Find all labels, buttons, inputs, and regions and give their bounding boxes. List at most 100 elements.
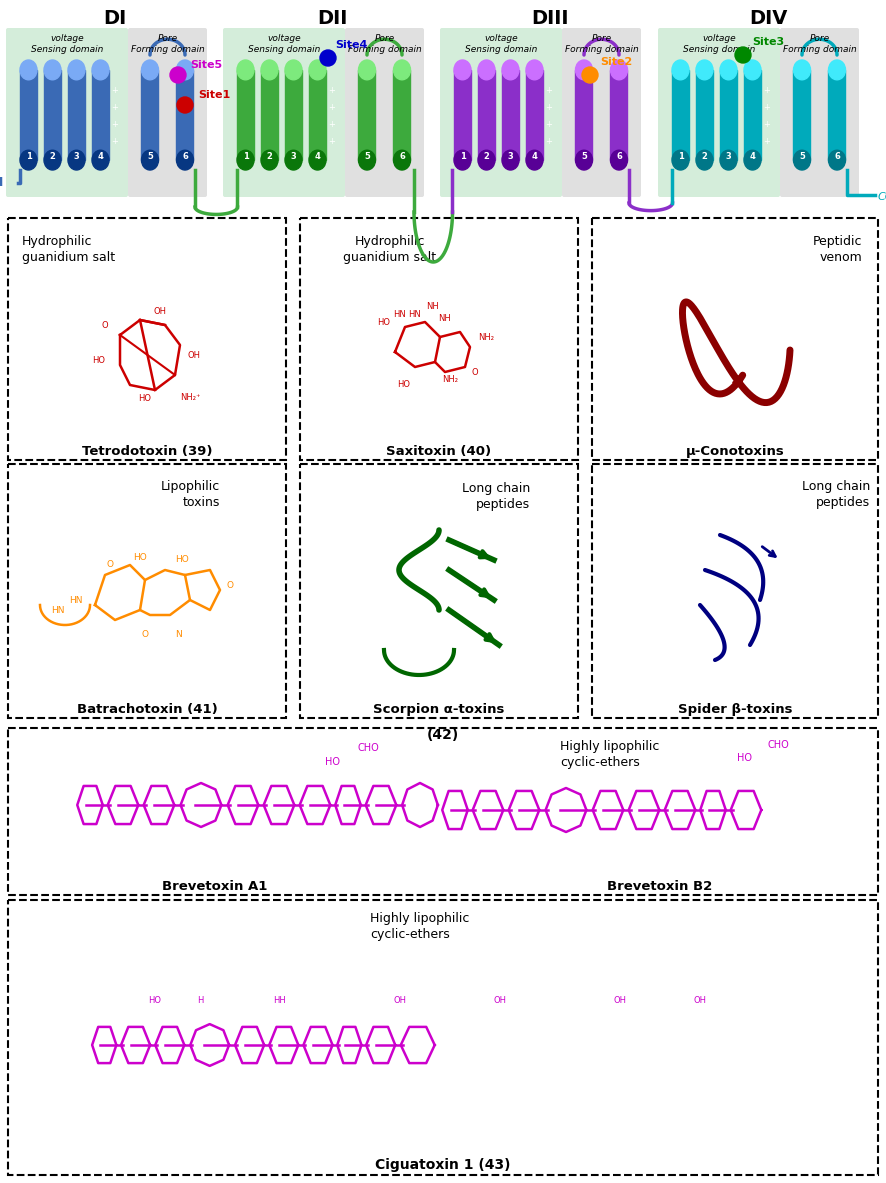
Text: +: + bbox=[763, 119, 770, 129]
Ellipse shape bbox=[359, 150, 376, 170]
Text: 3: 3 bbox=[726, 151, 731, 161]
Text: HN: HN bbox=[51, 606, 65, 614]
Text: HO: HO bbox=[133, 552, 147, 562]
Text: 3: 3 bbox=[74, 151, 80, 161]
Ellipse shape bbox=[285, 150, 302, 170]
Text: 2: 2 bbox=[484, 151, 489, 161]
Bar bbox=[592, 464, 878, 718]
FancyBboxPatch shape bbox=[562, 28, 641, 198]
Circle shape bbox=[735, 47, 751, 63]
Ellipse shape bbox=[309, 150, 326, 170]
Bar bbox=[393, 70, 410, 160]
Bar bbox=[261, 70, 278, 160]
Text: DI: DI bbox=[104, 8, 127, 27]
FancyBboxPatch shape bbox=[345, 28, 424, 198]
Text: +: + bbox=[328, 136, 335, 146]
Ellipse shape bbox=[393, 60, 410, 79]
Text: Saxitoxin (40): Saxitoxin (40) bbox=[386, 445, 492, 458]
Text: Brevetoxin A1: Brevetoxin A1 bbox=[162, 880, 268, 893]
Ellipse shape bbox=[610, 150, 627, 170]
Ellipse shape bbox=[672, 60, 689, 79]
Text: Site4: Site4 bbox=[335, 40, 368, 50]
Text: 6: 6 bbox=[399, 151, 405, 161]
Text: HO: HO bbox=[149, 996, 161, 1004]
Ellipse shape bbox=[478, 60, 495, 79]
Ellipse shape bbox=[720, 60, 737, 79]
Bar bbox=[794, 70, 811, 160]
FancyBboxPatch shape bbox=[223, 28, 345, 198]
Text: NH: NH bbox=[427, 302, 439, 311]
Ellipse shape bbox=[68, 150, 85, 170]
Ellipse shape bbox=[696, 150, 713, 170]
Circle shape bbox=[170, 67, 186, 83]
Text: HN: HN bbox=[408, 310, 422, 319]
Text: 6: 6 bbox=[834, 151, 840, 161]
Text: Long chain
peptides: Long chain peptides bbox=[462, 481, 530, 511]
Text: +: + bbox=[111, 103, 118, 111]
Text: HO: HO bbox=[377, 317, 390, 327]
Text: Site2: Site2 bbox=[600, 57, 633, 67]
FancyBboxPatch shape bbox=[780, 28, 859, 198]
Text: +: + bbox=[328, 103, 335, 111]
Circle shape bbox=[177, 97, 193, 114]
Ellipse shape bbox=[828, 60, 845, 79]
Ellipse shape bbox=[526, 150, 543, 170]
Text: 1: 1 bbox=[460, 151, 465, 161]
Text: Batrachotoxin (41): Batrachotoxin (41) bbox=[76, 703, 217, 716]
Text: Hydrophilic
guanidium salt: Hydrophilic guanidium salt bbox=[344, 235, 437, 264]
Text: Brevetoxin B2: Brevetoxin B2 bbox=[608, 880, 712, 893]
Bar bbox=[44, 70, 61, 160]
Ellipse shape bbox=[696, 60, 713, 79]
Text: +: + bbox=[328, 119, 335, 129]
Text: Highly lipophilic
cyclic-ethers: Highly lipophilic cyclic-ethers bbox=[370, 912, 470, 940]
Text: NH₂: NH₂ bbox=[478, 332, 494, 342]
Text: Peptidic
venom: Peptidic venom bbox=[812, 235, 862, 264]
Text: μ-Conotoxins: μ-Conotoxins bbox=[686, 445, 784, 458]
Text: Highly lipophilic
cyclic-ethers: Highly lipophilic cyclic-ethers bbox=[560, 741, 659, 769]
Text: 5: 5 bbox=[147, 151, 153, 161]
Text: COO⁻: COO⁻ bbox=[878, 192, 886, 202]
Text: voltage
Sensing domain: voltage Sensing domain bbox=[248, 34, 320, 53]
Ellipse shape bbox=[261, 60, 278, 79]
Text: Long chain
peptides: Long chain peptides bbox=[802, 480, 870, 509]
Bar bbox=[744, 70, 761, 160]
Text: DIII: DIII bbox=[532, 8, 569, 27]
Bar bbox=[237, 70, 254, 160]
Ellipse shape bbox=[744, 150, 761, 170]
Bar bbox=[8, 218, 286, 460]
Text: N: N bbox=[175, 631, 182, 639]
Text: HO: HO bbox=[175, 555, 189, 564]
Bar bbox=[142, 70, 159, 160]
Text: 6: 6 bbox=[182, 151, 188, 161]
Text: 4: 4 bbox=[315, 151, 321, 161]
Text: 6: 6 bbox=[616, 151, 622, 161]
Text: HO: HO bbox=[737, 754, 752, 763]
Bar bbox=[20, 70, 37, 160]
Text: HN: HN bbox=[393, 310, 407, 319]
Text: NH₂⁺: NH₂⁺ bbox=[180, 393, 200, 402]
Text: OH: OH bbox=[494, 996, 507, 1004]
Text: 2: 2 bbox=[702, 151, 707, 161]
Text: O: O bbox=[472, 368, 478, 376]
Bar bbox=[610, 70, 627, 160]
Text: 3: 3 bbox=[291, 151, 297, 161]
Text: 1: 1 bbox=[26, 151, 31, 161]
Text: +: + bbox=[111, 119, 118, 129]
Text: +: + bbox=[328, 85, 335, 95]
Text: O: O bbox=[102, 321, 108, 330]
Ellipse shape bbox=[454, 60, 471, 79]
Text: +: + bbox=[545, 136, 552, 146]
Ellipse shape bbox=[576, 150, 593, 170]
Bar bbox=[8, 464, 286, 718]
Bar bbox=[502, 70, 519, 160]
Text: +: + bbox=[763, 103, 770, 111]
Text: +: + bbox=[545, 103, 552, 111]
Text: HO: HO bbox=[397, 380, 410, 389]
Ellipse shape bbox=[720, 150, 737, 170]
Ellipse shape bbox=[44, 60, 61, 79]
Ellipse shape bbox=[176, 60, 193, 79]
Text: $^{+}$H$_3$N: $^{+}$H$_3$N bbox=[0, 174, 4, 192]
Bar bbox=[309, 70, 326, 160]
Text: HO: HO bbox=[138, 394, 152, 403]
Ellipse shape bbox=[502, 60, 519, 79]
